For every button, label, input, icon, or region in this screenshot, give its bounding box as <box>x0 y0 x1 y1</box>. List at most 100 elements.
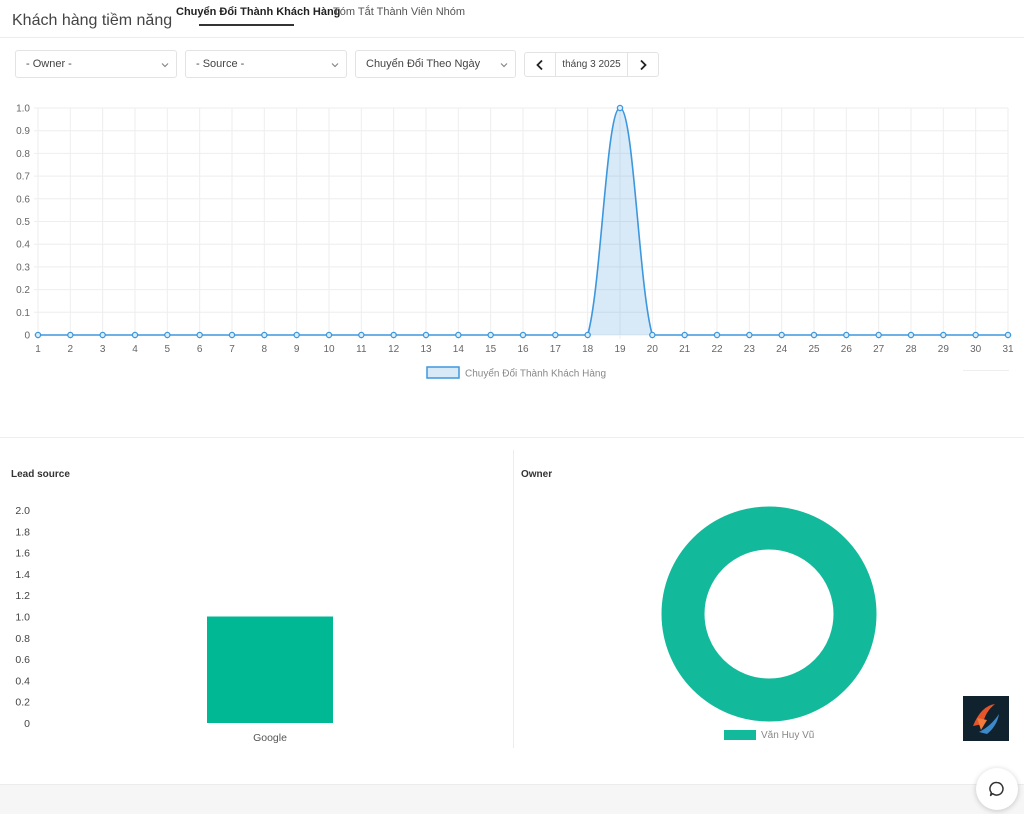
y-tick-label: 1.4 <box>15 569 30 581</box>
data-point <box>99 331 106 339</box>
y-tick-label: 1.6 <box>15 548 30 560</box>
x-tick-label: 18 <box>582 344 594 355</box>
conversion-mode-select[interactable]: Chuyển Đổi Theo Ngày <box>355 50 516 78</box>
legend: Văn Huy Vũ <box>724 730 814 741</box>
month-navigator: tháng 3 2025 <box>524 52 659 77</box>
x-tick-label: 21 <box>679 344 691 355</box>
tab-team-summary[interactable]: Tóm Tắt Thành Viên Nhóm <box>333 6 466 18</box>
x-tick-label: 25 <box>808 344 820 355</box>
data-point <box>325 331 333 339</box>
x-tick-label: 6 <box>197 344 203 355</box>
lead-source-bar-chart: 0 0.2 0.4 0.6 0.8 1.0 1.2 1.4 1.6 1.8 2.0 Google <box>15 505 333 744</box>
pie-slice <box>661 506 877 722</box>
data-point <box>261 331 268 339</box>
y-tick-label: 0.5 <box>16 217 30 228</box>
x-tick-label: 22 <box>711 344 723 355</box>
y-tick-label: 0.4 <box>15 675 30 687</box>
y-tick-label: 0.1 <box>16 308 30 319</box>
y-tick-label: 0.8 <box>15 633 30 645</box>
data-point <box>584 331 591 339</box>
data-point <box>843 331 850 339</box>
y-tick-label: 1.8 <box>15 526 30 538</box>
x-tick-label: 10 <box>323 344 335 355</box>
data-point <box>228 331 236 339</box>
x-tick-label: Google <box>253 732 287 744</box>
x-tick-label: 29 <box>938 344 950 355</box>
data-point <box>390 331 397 339</box>
owner-select[interactable]: - Owner - <box>15 50 177 78</box>
x-tick-label: 23 <box>744 344 756 355</box>
series-line <box>38 107 1008 336</box>
x-tick-label: 7 <box>229 344 235 355</box>
divider <box>963 370 1009 371</box>
x-tick-label: 4 <box>132 344 138 355</box>
data-point <box>616 104 624 112</box>
x-tick-label: 2 <box>68 344 74 355</box>
source-select[interactable]: - Source - <box>185 50 347 78</box>
data-point <box>778 331 785 339</box>
y-tick-label: 0.6 <box>15 654 30 666</box>
x-tick-label: 13 <box>420 344 432 355</box>
legend: Chuyển Đổi Thành Khách Hàng <box>426 366 606 380</box>
data-point <box>455 331 462 339</box>
data-point <box>164 331 171 339</box>
y-tick-label: 1.0 <box>15 612 30 624</box>
data-point <box>196 331 203 339</box>
x-tick-label: 3 <box>100 344 106 355</box>
x-tick-label: 5 <box>165 344 171 355</box>
x-tick-label: 14 <box>453 344 465 355</box>
legend-label: Chuyển Đổi Thành Khách Hàng <box>465 368 606 380</box>
data-point <box>67 331 74 339</box>
x-tick-label: 28 <box>905 344 917 355</box>
data-point <box>940 331 947 339</box>
x-tick-label: 31 <box>1002 344 1014 355</box>
owner-title: Owner <box>521 469 553 480</box>
page-title: Khách hàng tiềm năng <box>12 12 173 29</box>
data-point <box>746 331 753 339</box>
data-point <box>681 331 688 339</box>
data-point <box>810 331 818 339</box>
owner-donut-chart: Văn Huy Vũ <box>661 506 877 741</box>
owner-select-value: - Owner - <box>26 58 72 70</box>
y-tick-label: 0.4 <box>16 240 30 251</box>
y-tick-label: 2.0 <box>15 505 30 517</box>
data-point <box>487 331 494 339</box>
y-tick-label: 1.0 <box>16 104 30 115</box>
legend-swatch <box>724 730 756 740</box>
chevron-right-icon <box>640 59 647 70</box>
current-month-label: tháng 3 2025 <box>562 59 621 70</box>
y-tick-label: 0.2 <box>15 697 30 709</box>
x-tick-label: 8 <box>262 344 268 355</box>
chevron-left-icon <box>536 59 543 70</box>
y-tick-label: 0 <box>24 718 30 730</box>
legend-label: Văn Huy Vũ <box>761 730 814 741</box>
data-point <box>422 331 430 339</box>
lead-source-title: Lead source <box>11 469 70 480</box>
x-tick-label: 17 <box>550 344 562 355</box>
next-month-button[interactable] <box>627 53 658 76</box>
grid <box>34 107 1009 339</box>
x-tick-label: 24 <box>776 344 788 355</box>
legend-swatch <box>426 366 460 379</box>
data-point <box>713 331 721 339</box>
x-tick-label: 16 <box>517 344 529 355</box>
prev-month-button[interactable] <box>525 53 556 76</box>
x-tick-label: 20 <box>647 344 659 355</box>
conversion-mode-value: Chuyển Đổi Theo Ngày <box>366 58 481 70</box>
data-point <box>358 331 365 339</box>
active-tab-indicator <box>199 24 294 26</box>
data-point <box>552 331 559 339</box>
x-tick-label: 9 <box>294 344 300 355</box>
section-divider <box>0 437 1024 438</box>
data-point <box>293 331 300 339</box>
footer-band <box>0 784 1024 814</box>
tab-conversion[interactable]: Chuyển Đổi Thành Khách Hàng <box>176 6 341 18</box>
conversion-line-chart: 00.10.20.30.40.50.60.70.80.91.01 2 3 4 5 6 7 8 9… <box>16 104 1014 380</box>
chat-button[interactable] <box>976 768 1018 810</box>
data-point <box>1004 331 1012 339</box>
y-tick-label: 0.6 <box>16 194 30 205</box>
chevron-down-icon <box>500 63 508 68</box>
data-point <box>131 331 139 339</box>
chevron-down-icon <box>161 63 169 68</box>
